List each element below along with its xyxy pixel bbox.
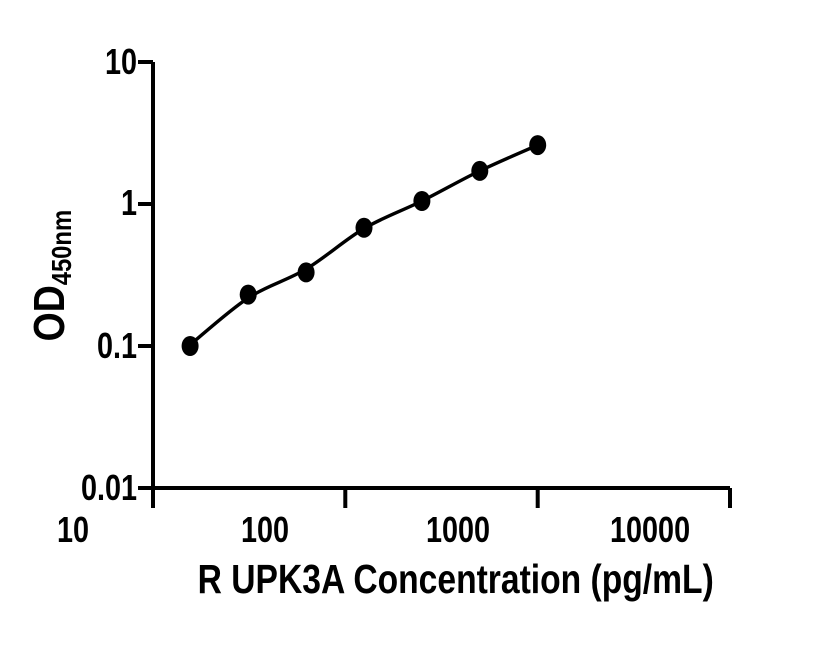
y-axis-title-subscript: 450nm	[46, 210, 77, 286]
x-tick-label-10000: 10000	[609, 509, 691, 550]
x-axis-title: R UPK3A Concentration (pg/mL)	[197, 556, 714, 602]
axis-lines	[151, 62, 730, 490]
data-point-marker	[355, 217, 373, 238]
y-tick-label-0_01: 0.01	[80, 467, 137, 508]
x-tick-label-10: 10	[56, 509, 90, 550]
data-point-marker	[181, 336, 199, 356]
data-point-marker	[413, 191, 431, 211]
x-tick-label-100: 100	[240, 509, 290, 550]
y-tick-label-1: 1	[120, 182, 137, 223]
data-point-marker	[529, 135, 547, 156]
y-axis-title-main: OD	[25, 285, 74, 342]
y-tick-label-10: 10	[104, 41, 137, 82]
data-point-marker	[239, 284, 257, 305]
x-tick-label-1000: 1000	[425, 509, 491, 550]
y-axis-title: OD450nm	[18, 166, 82, 386]
y-tick-label-0_1: 0.1	[96, 325, 137, 366]
data-point-marker	[297, 262, 315, 283]
data-point-marker	[471, 160, 489, 181]
